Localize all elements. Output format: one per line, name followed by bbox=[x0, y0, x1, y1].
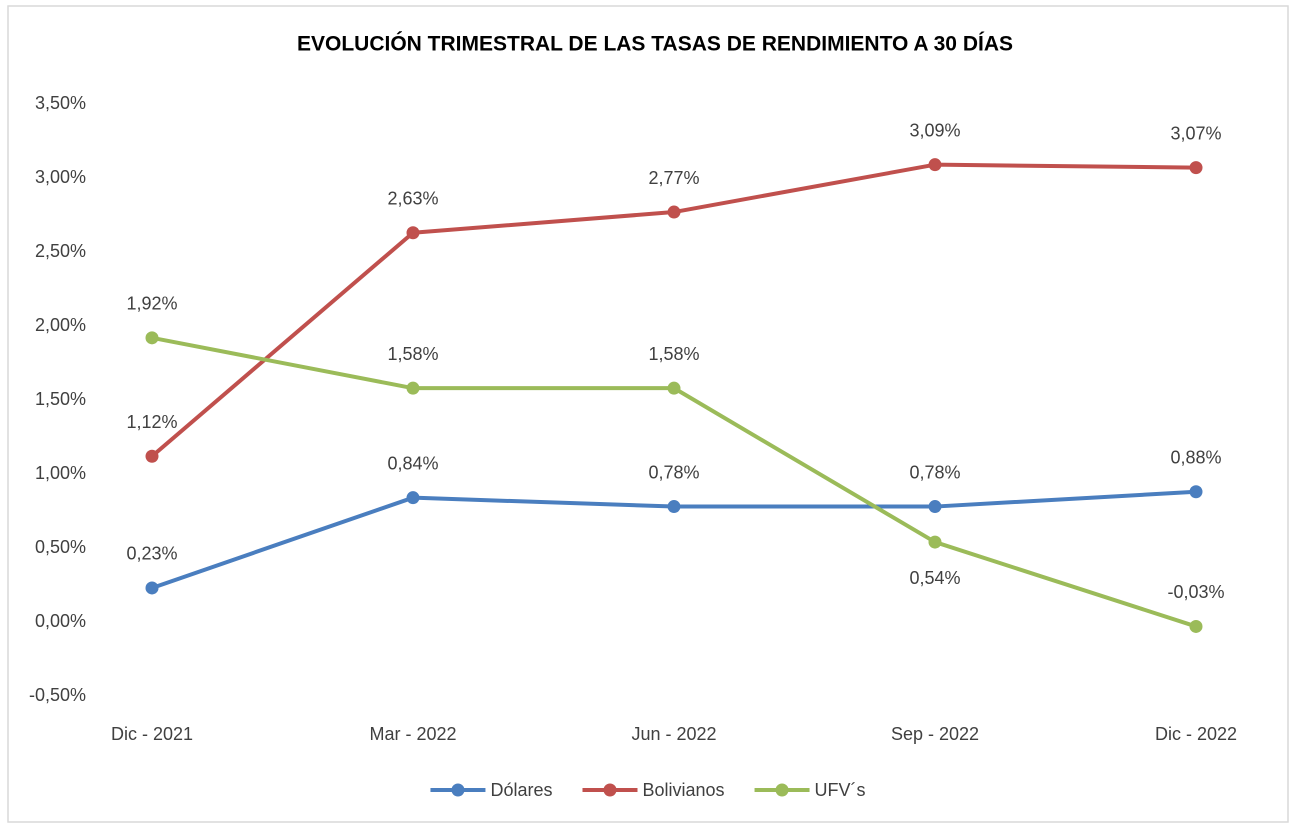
chart-border bbox=[7, 5, 1289, 823]
data-label: 2,63% bbox=[387, 189, 438, 209]
data-point bbox=[145, 449, 159, 463]
x-tick-label: Mar - 2022 bbox=[369, 724, 456, 744]
x-tick-label: Sep - 2022 bbox=[891, 724, 979, 744]
legend-label: Dólares bbox=[490, 780, 552, 800]
data-label: 0,88% bbox=[1170, 448, 1221, 468]
data-label: 0,54% bbox=[909, 568, 960, 588]
data-label: -0,03% bbox=[1167, 582, 1224, 602]
legend-marker bbox=[775, 783, 789, 797]
data-label: 1,92% bbox=[126, 294, 177, 314]
data-point bbox=[1189, 619, 1203, 633]
legend-marker bbox=[451, 783, 465, 797]
data-label: 1,58% bbox=[387, 344, 438, 364]
legend-label: UFV´s bbox=[815, 780, 866, 800]
data-label: 1,12% bbox=[126, 412, 177, 432]
data-label: 0,78% bbox=[909, 462, 960, 482]
data-point bbox=[667, 205, 681, 219]
y-tick-label: 2,50% bbox=[35, 241, 86, 261]
data-point bbox=[928, 535, 942, 549]
data-point bbox=[928, 158, 942, 172]
data-label: 0,23% bbox=[126, 544, 177, 564]
legend-marker bbox=[603, 783, 617, 797]
data-point bbox=[667, 381, 681, 395]
legend-label: Bolivianos bbox=[642, 780, 724, 800]
data-point bbox=[145, 331, 159, 345]
y-tick-label: -0,50% bbox=[29, 685, 86, 705]
y-tick-label: 0,50% bbox=[35, 537, 86, 557]
data-point bbox=[928, 500, 942, 514]
data-point bbox=[406, 491, 420, 505]
data-label: 1,58% bbox=[648, 344, 699, 364]
y-tick-label: 1,50% bbox=[35, 389, 86, 409]
data-label: 3,09% bbox=[909, 120, 960, 140]
data-point bbox=[667, 500, 681, 514]
data-point bbox=[1189, 485, 1203, 499]
x-tick-label: Dic - 2021 bbox=[111, 724, 193, 744]
data-label: 0,78% bbox=[648, 462, 699, 482]
data-point bbox=[1189, 161, 1203, 175]
y-tick-label: 3,00% bbox=[35, 167, 86, 187]
data-point bbox=[406, 381, 420, 395]
y-tick-label: 3,50% bbox=[35, 93, 86, 113]
chart-title: EVOLUCIÓN TRIMESTRAL DE LAS TASAS DE REN… bbox=[297, 32, 1013, 56]
data-label: 3,07% bbox=[1170, 123, 1221, 143]
data-point bbox=[406, 226, 420, 240]
data-point bbox=[145, 581, 159, 595]
y-tick-label: 0,00% bbox=[35, 611, 86, 631]
y-tick-label: 2,00% bbox=[35, 315, 86, 335]
x-tick-label: Jun - 2022 bbox=[631, 724, 716, 744]
data-label: 0,84% bbox=[387, 453, 438, 473]
data-label: 2,77% bbox=[648, 168, 699, 188]
x-tick-label: Dic - 2022 bbox=[1155, 724, 1237, 744]
y-tick-label: 1,00% bbox=[35, 463, 86, 483]
